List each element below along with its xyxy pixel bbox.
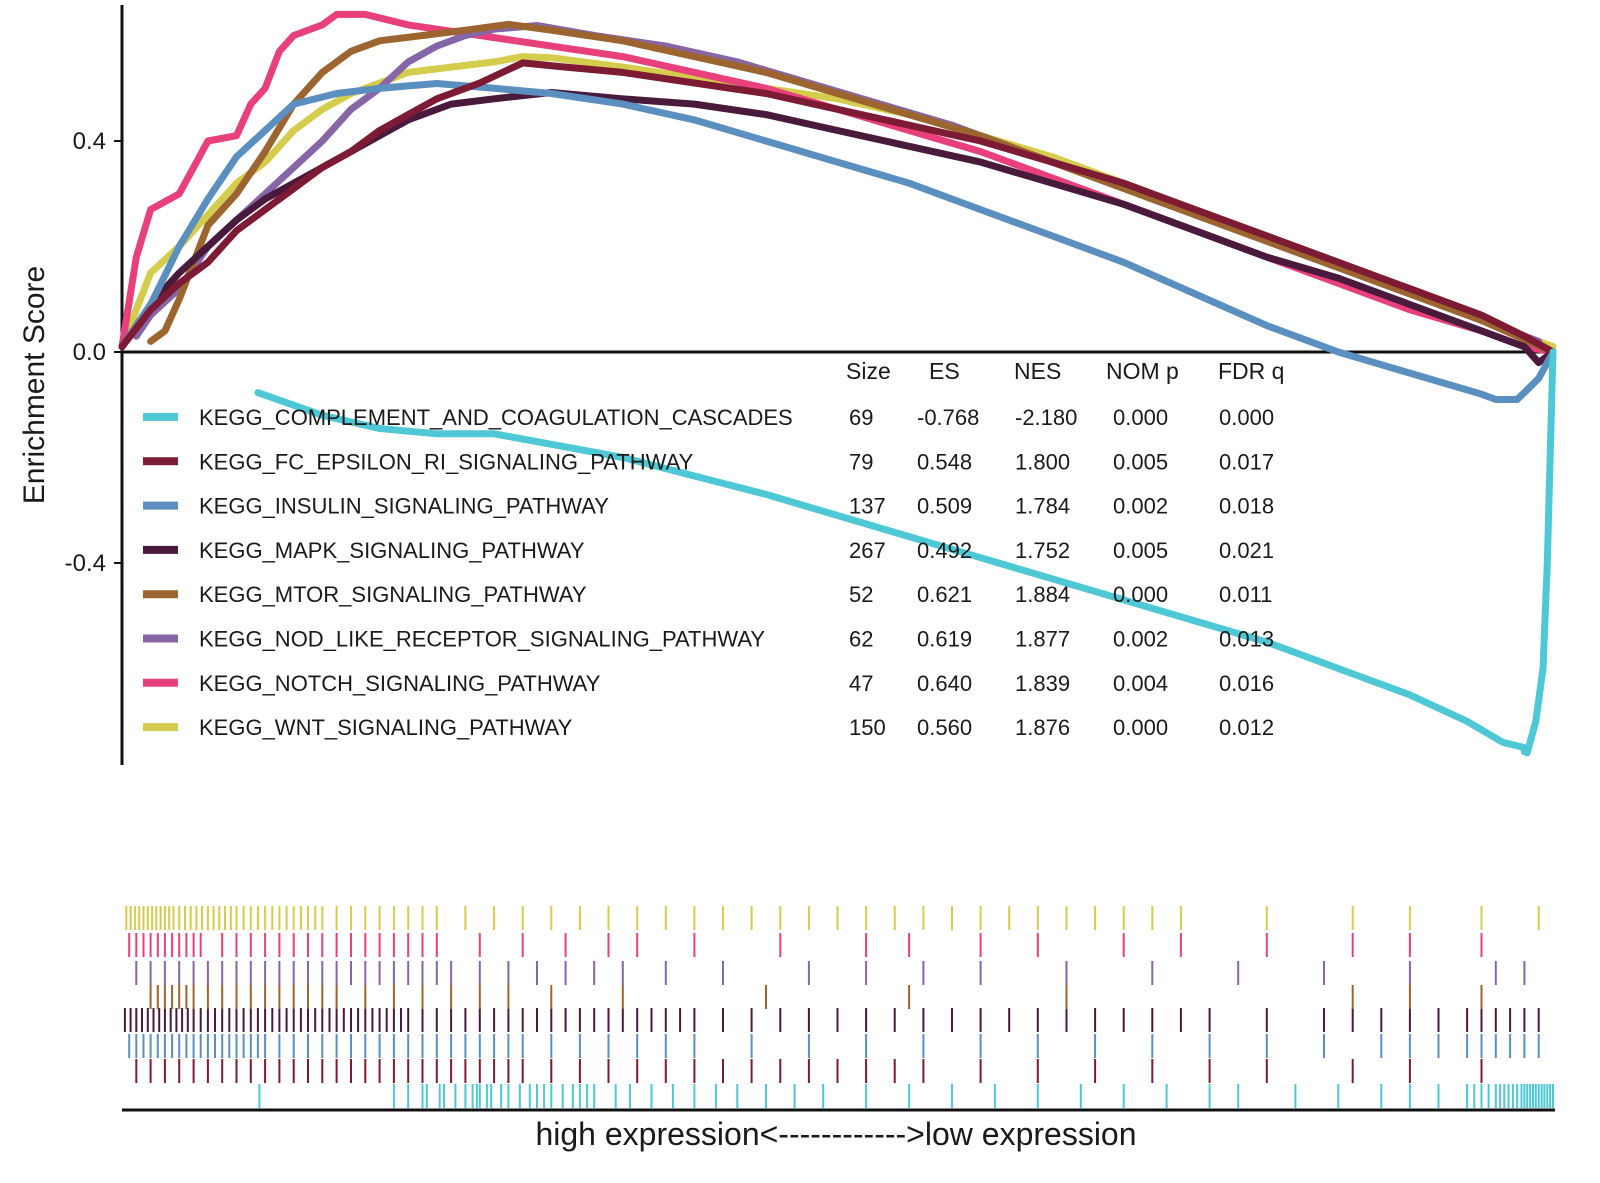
enrichment-curve-5 xyxy=(132,22,1543,345)
legend-size-value: 267 xyxy=(849,538,886,563)
legend-size-value: 62 xyxy=(849,627,873,652)
table-header-fdr-q: FDR q xyxy=(1218,358,1284,384)
enrichment-curve-1 xyxy=(118,59,1557,356)
legend-nom-p-value: 0.000 xyxy=(1113,582,1168,607)
legend-table: Size ES NES NOM p FDR q KEGG_COMPLEMENT_… xyxy=(143,358,1284,740)
legend-nes-value: 1.752 xyxy=(1015,538,1070,563)
legend-nom-p-value: 0.005 xyxy=(1113,538,1168,563)
enrichment-curve-3 xyxy=(118,89,1557,367)
legend-pathway-name: KEGG_NOD_LIKE_RECEPTOR_SIGNALING_PATHWAY xyxy=(199,627,765,652)
legend-pathway-name: KEGG_COMPLEMENT_AND_COAGULATION_CASCADES xyxy=(199,405,793,430)
legend-pathway-name: KEGG_INSULIN_SIGNALING_PATHWAY xyxy=(199,494,609,519)
legend-fdr-q-value: 0.016 xyxy=(1219,671,1274,696)
legend-nes-value: 1.876 xyxy=(1015,715,1070,740)
legend-nes-value: 1.800 xyxy=(1015,449,1070,474)
legend-size-value: 150 xyxy=(849,715,886,740)
y-tick-label: 0.4 xyxy=(73,128,106,155)
legend-nom-p-value: 0.002 xyxy=(1113,494,1168,519)
y-tick-label: 0.0 xyxy=(73,339,106,366)
legend-nom-p-value: 0.000 xyxy=(1113,405,1168,430)
legend-pathway-name: KEGG_WNT_SIGNALING_PATHWAY xyxy=(199,715,573,740)
gene-hit-ticks xyxy=(123,906,1554,1108)
legend-nom-p-value: 0.002 xyxy=(1113,627,1168,652)
table-header-size: Size xyxy=(846,358,891,384)
enrichment-curves xyxy=(118,10,1557,757)
legend-es-value: 0.621 xyxy=(917,582,972,607)
legend-nes-value: -2.180 xyxy=(1015,405,1077,430)
enrichment-curve-2 xyxy=(118,80,1557,403)
legend-es-value: 0.619 xyxy=(917,627,972,652)
legend-fdr-q-value: 0.018 xyxy=(1219,494,1274,519)
legend-nes-value: 1.784 xyxy=(1015,494,1070,519)
legend-size-value: 47 xyxy=(849,671,873,696)
legend-nes-value: 1.839 xyxy=(1015,671,1070,696)
legend-es-value: 0.548 xyxy=(917,449,972,474)
enrichment-curve-7 xyxy=(118,53,1557,351)
enrichment-curve-4 xyxy=(147,20,1557,356)
y-ticks: 0.4 0.0 -0.4 xyxy=(65,128,122,577)
legend-nes-value: 1.877 xyxy=(1015,627,1070,652)
table-header-nes: NES xyxy=(1014,358,1061,384)
legend-nom-p-value: 0.000 xyxy=(1113,715,1168,740)
legend-fdr-q-value: 0.017 xyxy=(1219,449,1274,474)
legend-fdr-q-value: 0.012 xyxy=(1219,715,1274,740)
legend-nom-p-value: 0.005 xyxy=(1113,449,1168,474)
legend-nes-value: 1.884 xyxy=(1015,582,1070,607)
legend-pathway-name: KEGG_MTOR_SIGNALING_PATHWAY xyxy=(199,582,587,607)
legend-es-value: 0.492 xyxy=(917,538,972,563)
legend-es-value: 0.560 xyxy=(917,715,972,740)
legend-size-value: 52 xyxy=(849,582,873,607)
legend-es-value: 0.509 xyxy=(917,494,972,519)
legend-pathway-name: KEGG_FC_EPSILON_RI_SIGNALING_PATHWAY xyxy=(199,449,694,474)
legend-size-value: 69 xyxy=(849,405,873,430)
legend-nom-p-value: 0.004 xyxy=(1113,671,1168,696)
legend-es-value: 0.640 xyxy=(917,671,972,696)
legend-fdr-q-value: 0.021 xyxy=(1219,538,1274,563)
legend-pathway-name: KEGG_MAPK_SIGNALING_PATHWAY xyxy=(199,538,585,563)
table-header-es: ES xyxy=(929,358,960,384)
legend-fdr-q-value: 0.011 xyxy=(1219,582,1272,607)
table-header-nom-p: NOM p xyxy=(1106,358,1179,384)
legend-size-value: 79 xyxy=(849,449,873,474)
legend-pathway-name: KEGG_NOTCH_SIGNALING_PATHWAY xyxy=(199,671,601,696)
y-axis-title: Enrichment Score xyxy=(18,266,51,504)
legend-es-value: -0.768 xyxy=(917,405,979,430)
legend-fdr-q-value: 0.000 xyxy=(1219,405,1274,430)
x-axis-title: high expression<------------>low express… xyxy=(535,1116,1136,1152)
y-tick-label: -0.4 xyxy=(65,550,106,577)
legend-fdr-q-value: 0.013 xyxy=(1219,627,1274,652)
enrichment-curve-0 xyxy=(254,348,1557,757)
legend-size-value: 137 xyxy=(849,494,886,519)
